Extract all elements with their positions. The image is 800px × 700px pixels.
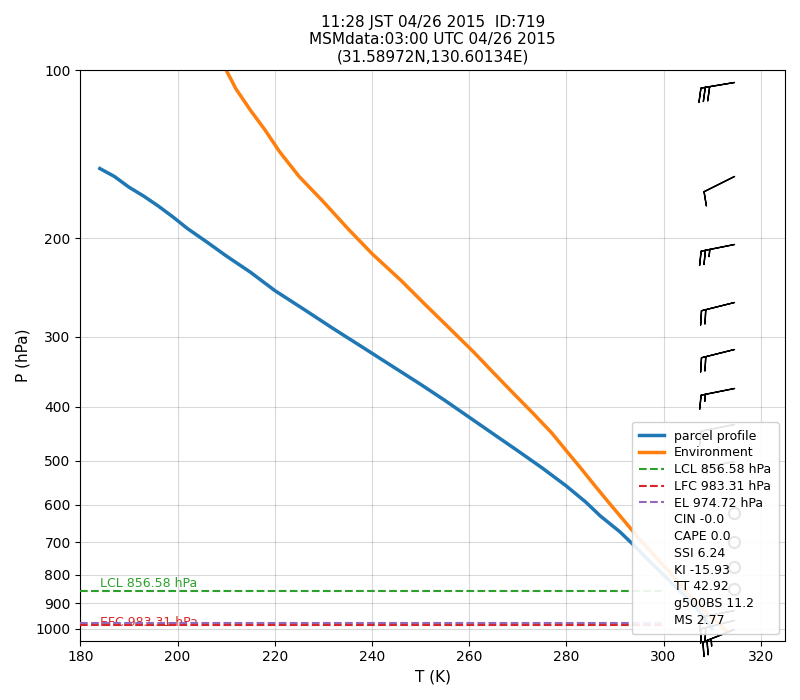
Environment <box>489 368 498 377</box>
parcel profile <box>386 361 396 370</box>
parcel profile <box>110 172 119 181</box>
parcel profile <box>707 624 717 633</box>
parcel profile <box>688 599 698 608</box>
Environment <box>294 172 304 181</box>
Environment <box>275 148 285 156</box>
parcel profile <box>581 498 590 506</box>
parcel profile <box>513 447 522 455</box>
Environment <box>246 106 255 115</box>
Legend: parcel profile, Environment, LCL 856.58 hPa, LFC 983.31 hPa, EL 974.72 hPa, CIN : parcel profile, Environment, LCL 856.58 … <box>631 422 778 634</box>
Environment <box>527 408 537 416</box>
parcel profile <box>95 164 105 173</box>
parcel profile <box>538 463 547 472</box>
Environment <box>231 85 241 93</box>
parcel profile <box>698 611 707 620</box>
Environment <box>343 224 353 232</box>
parcel profile <box>154 202 163 210</box>
Environment <box>470 348 479 356</box>
parcel profile <box>416 380 426 389</box>
parcel profile <box>658 570 668 579</box>
parcel profile <box>489 430 498 438</box>
parcel profile <box>630 542 639 550</box>
parcel profile <box>299 305 309 314</box>
parcel profile <box>182 224 192 232</box>
parcel profile <box>270 286 279 295</box>
parcel profile <box>124 183 134 191</box>
parcel profile <box>222 252 231 260</box>
Environment <box>562 447 571 455</box>
Title: 11:28 JST 04/26 2015  ID:719
MSMdata:03:00 UTC 04/26 2015
(31.58972N,130.60134E): 11:28 JST 04/26 2015 ID:719 MSMdata:03:0… <box>310 15 556 65</box>
Environment <box>260 126 270 134</box>
Environment <box>396 276 406 285</box>
Environment <box>445 324 454 332</box>
parcel profile <box>674 585 683 594</box>
Environment <box>606 500 615 508</box>
parcel profile <box>644 556 654 565</box>
parcel profile <box>562 482 571 490</box>
Text: LCL 856.58 hPa: LCL 856.58 hPa <box>100 578 197 590</box>
Environment <box>421 300 430 309</box>
parcel profile <box>464 413 474 421</box>
Environment <box>649 551 658 559</box>
Environment <box>318 197 328 206</box>
parcel profile <box>440 396 450 405</box>
Environment <box>576 464 586 473</box>
parcel profile <box>202 238 211 246</box>
Environment <box>620 517 630 526</box>
parcel profile <box>138 192 148 200</box>
Environment <box>722 627 731 636</box>
Environment <box>663 566 673 575</box>
Environment <box>508 389 518 397</box>
Line: parcel profile: parcel profile <box>100 169 712 629</box>
Environment <box>674 578 683 587</box>
Environment <box>590 482 600 491</box>
Y-axis label: P (hPa): P (hPa) <box>15 329 30 382</box>
Line: Environment: Environment <box>226 70 726 631</box>
Environment <box>634 535 644 543</box>
parcel profile <box>246 268 255 277</box>
Environment <box>702 610 712 618</box>
Environment <box>367 249 377 258</box>
Environment <box>712 618 722 626</box>
Environment <box>547 428 557 437</box>
X-axis label: T (K): T (K) <box>414 670 450 685</box>
Environment <box>222 66 231 74</box>
parcel profile <box>358 343 367 351</box>
Environment <box>693 599 702 608</box>
parcel profile <box>595 512 605 520</box>
Environment <box>683 589 693 597</box>
parcel profile <box>615 528 625 536</box>
parcel profile <box>328 324 338 332</box>
Text: EFC 983.31 hPa: EFC 983.31 hPa <box>100 616 198 629</box>
parcel profile <box>168 213 178 221</box>
